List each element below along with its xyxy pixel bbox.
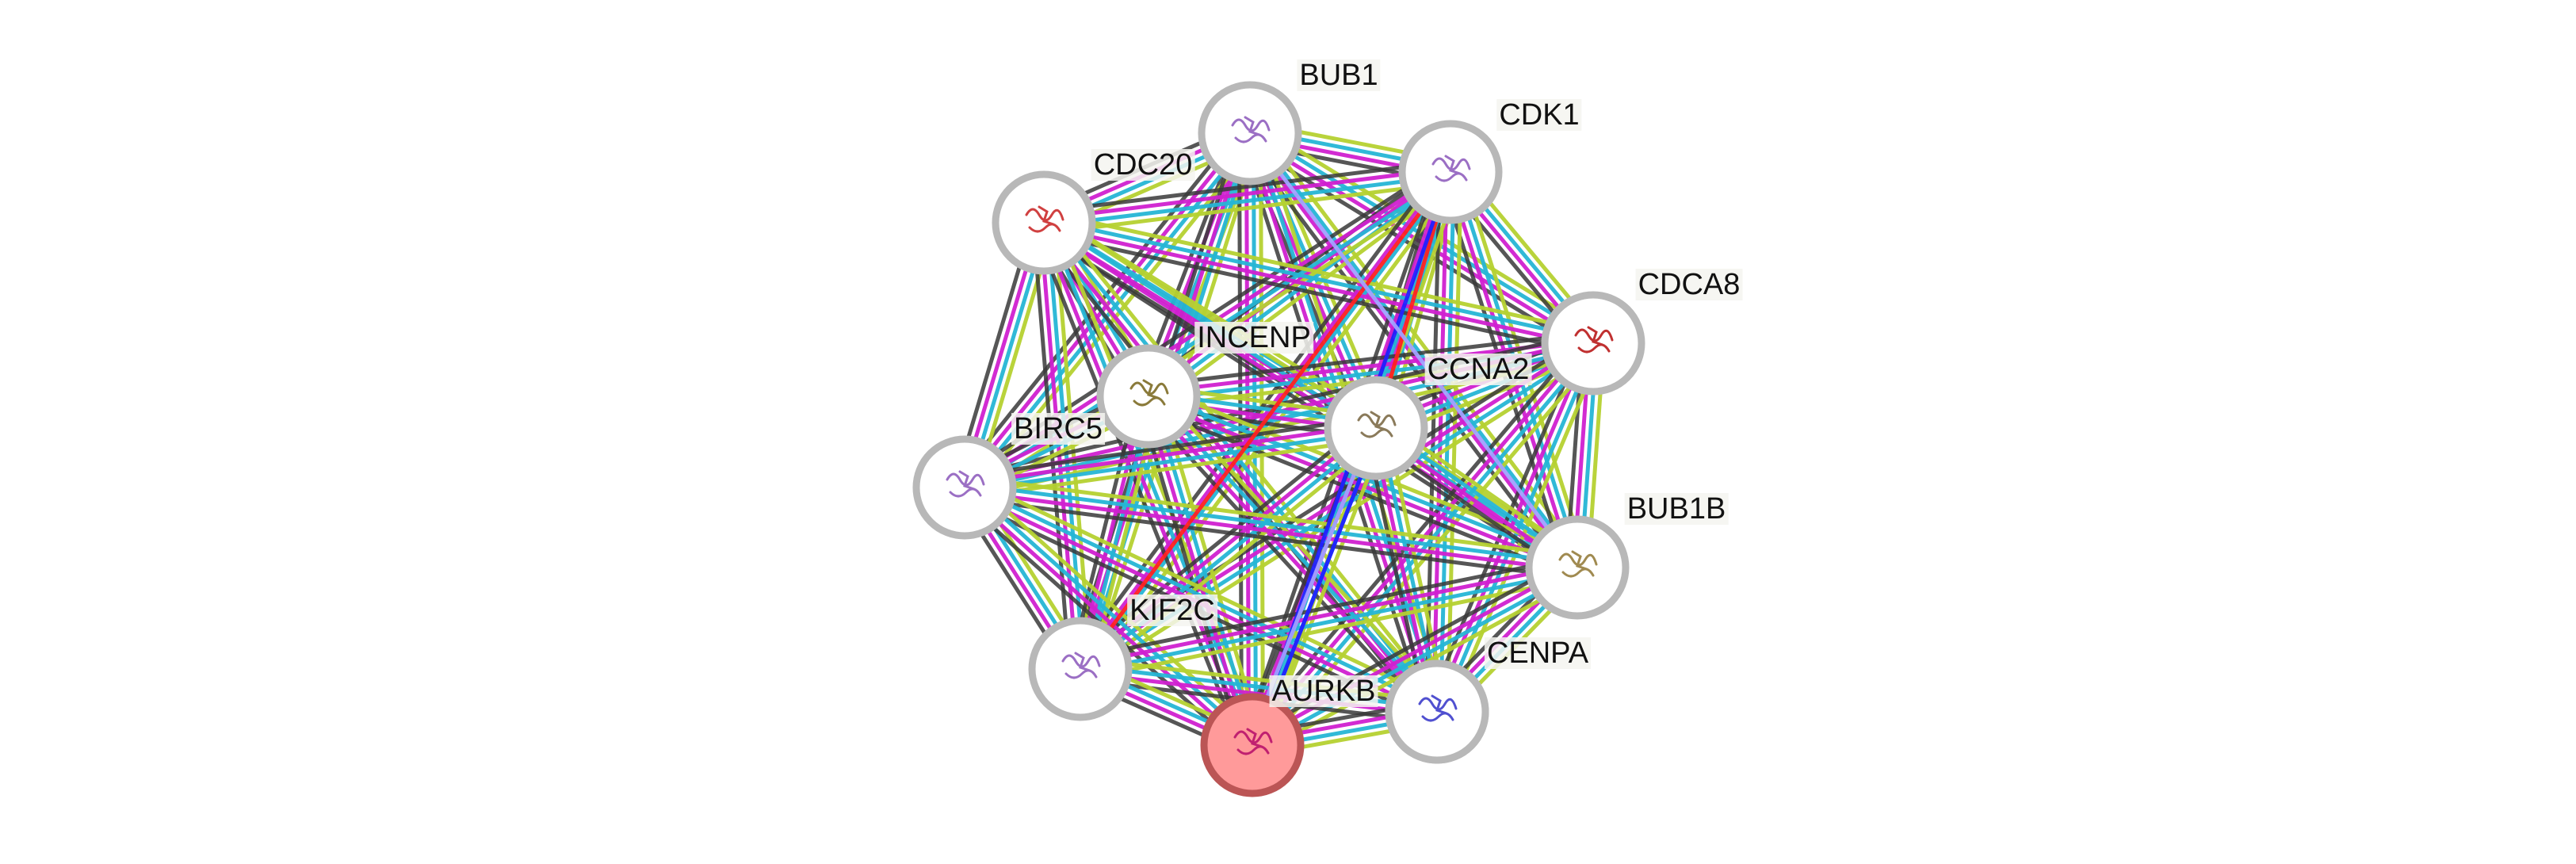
node-label-cdk1: CDK1 — [1496, 99, 1582, 131]
edge-databases-BIRC5-AURKB[interactable] — [965, 483, 1256, 744]
edge-databases-INCENP-BUB1B[interactable] — [1148, 391, 1580, 567]
protein-structure-icon — [1558, 550, 1598, 578]
edge-textmining-CDCA8-CENPA[interactable] — [1445, 346, 1605, 717]
node-circle[interactable] — [1525, 515, 1630, 620]
edge-coexpression-INCENP-CENPA[interactable] — [1139, 402, 1431, 721]
edge-experiments-BUB1B-KIF2C[interactable] — [1079, 562, 1577, 668]
edge-databases-CCNA2-BIRC5[interactable] — [965, 429, 1378, 493]
node-circle[interactable] — [1200, 693, 1305, 797]
node-cdc20[interactable] — [992, 170, 1096, 275]
edge-experiments-BIRC5-BUB1B[interactable] — [964, 488, 1577, 573]
protein-structure-icon — [946, 470, 985, 498]
protein-structure-icon — [1061, 652, 1101, 679]
node-label-aurkb: AURKB — [1269, 675, 1378, 707]
node-cenpa[interactable] — [1385, 659, 1489, 764]
node-bub1[interactable] — [1198, 81, 1302, 185]
node-circle[interactable] — [912, 435, 1017, 540]
edge-textmining-BIRC5-BUB1B[interactable] — [965, 475, 1580, 560]
edge-coexpression-CDCA8-INCENP[interactable] — [1147, 331, 1592, 388]
protein-structure-icon — [1233, 728, 1273, 755]
edge-coexpression-CDK1-CDC20[interactable] — [1042, 159, 1450, 215]
edge-experiments-BUB1-BIRC5[interactable] — [960, 129, 1249, 487]
edge-experiments-CDC20-CDCA8[interactable] — [1042, 224, 1593, 349]
edge-gene_fusion-CDK1-KIF2C[interactable] — [1078, 170, 1453, 671]
node-cdk1[interactable] — [1398, 120, 1503, 224]
node-circle[interactable] — [992, 170, 1096, 275]
node-label-bub1: BUB1 — [1297, 59, 1381, 91]
node-aurkb[interactable] — [1200, 693, 1305, 797]
edge-databases-BUB1B-KIF2C[interactable] — [1080, 568, 1579, 675]
node-circle[interactable] — [1324, 376, 1428, 480]
edge-coexpression-BUB1B-KIF2C[interactable] — [1077, 555, 1576, 661]
node-circle[interactable] — [1541, 291, 1645, 396]
edge-experiments-BIRC5-AURKB[interactable] — [961, 488, 1252, 750]
edge-databases-BIRC5-BUB1B[interactable] — [965, 482, 1578, 567]
node-kif2c[interactable] — [1028, 617, 1133, 721]
node-label-cdc20: CDC20 — [1091, 149, 1195, 181]
edge-experiments-BUB1B-AURKB[interactable] — [1249, 562, 1577, 744]
edge-coexpression-CCNA2-KIF2C[interactable] — [1072, 418, 1371, 663]
node-circle[interactable] — [1096, 344, 1201, 449]
edge-coexpression-CCNA2-BIRC5[interactable] — [962, 415, 1375, 480]
edge-textmining-CDC20-CENPA[interactable] — [1050, 214, 1447, 707]
edge-experiments-INCENP-BUB1B[interactable] — [1146, 397, 1577, 573]
edge-textmining-CCNA2-BIRC5[interactable] — [965, 436, 1378, 500]
edge-textmining-CDC20-CDCA8[interactable] — [1045, 210, 1596, 335]
protein-structure-icon — [1431, 155, 1471, 182]
node-cdca8[interactable] — [1541, 291, 1645, 396]
edge-databases-CDC20-BUB1B[interactable] — [1045, 218, 1580, 567]
edge-experiments-CDK1-CENPA[interactable] — [1431, 171, 1450, 712]
edge-textmining-BUB1B-KIF2C[interactable] — [1082, 575, 1580, 682]
node-label-birc5: BIRC5 — [1011, 413, 1105, 445]
edge-coexpression-CDC20-CDCA8[interactable] — [1041, 231, 1592, 356]
edge-databases-KIF2C-CENPA[interactable] — [1080, 663, 1438, 711]
node-circle[interactable] — [1028, 617, 1133, 721]
edge-textmining-KIF2C-CENPA[interactable] — [1081, 656, 1439, 704]
edge-experiments-CDK1-CDC20[interactable] — [1043, 166, 1450, 222]
edge-homology-BUB1-BUB1B[interactable] — [1248, 132, 1579, 569]
node-label-incenp: INCENP — [1194, 322, 1313, 354]
node-label-cenpa: CENPA — [1484, 637, 1592, 669]
protein-structure-icon — [1574, 326, 1614, 354]
node-label-ccna2: CCNA2 — [1424, 354, 1532, 385]
edge-textmining-CDK1-CDC20[interactable] — [1045, 180, 1452, 235]
protein-structure-icon — [1357, 411, 1397, 438]
node-ccna2[interactable] — [1324, 376, 1428, 480]
node-label-cdca8: CDCA8 — [1635, 269, 1743, 300]
edge-coexpression-INCENP-BUB1B[interactable] — [1144, 404, 1574, 579]
node-circle[interactable] — [1385, 659, 1489, 764]
node-incenp[interactable] — [1096, 344, 1201, 449]
edge-databases-BUB1B-AURKB[interactable] — [1252, 568, 1580, 751]
node-birc5[interactable] — [912, 435, 1017, 540]
node-label-kif2c: KIF2C — [1127, 594, 1217, 626]
node-bub1b[interactable] — [1525, 515, 1630, 620]
edge-databases-CDK1-INCENP[interactable] — [1149, 173, 1454, 401]
protein-structure-icon — [1129, 379, 1169, 407]
edge-databases-CDK1-CDC20[interactable] — [1044, 173, 1451, 228]
edge-textmining-BIRC5-CENPA[interactable] — [968, 476, 1443, 705]
edge-databases-CDC20-CDCA8[interactable] — [1044, 217, 1595, 342]
edge-coexpression-BIRC5-BUB1B[interactable] — [962, 495, 1577, 580]
protein-structure-icon — [1025, 205, 1064, 233]
node-circle[interactable] — [1198, 81, 1302, 185]
protein-structure-icon — [1231, 116, 1271, 143]
node-label-bub1b: BUB1B — [1624, 493, 1729, 525]
node-circle[interactable] — [1398, 120, 1503, 224]
edge-experiments-CCNA2-BIRC5[interactable] — [963, 422, 1376, 487]
